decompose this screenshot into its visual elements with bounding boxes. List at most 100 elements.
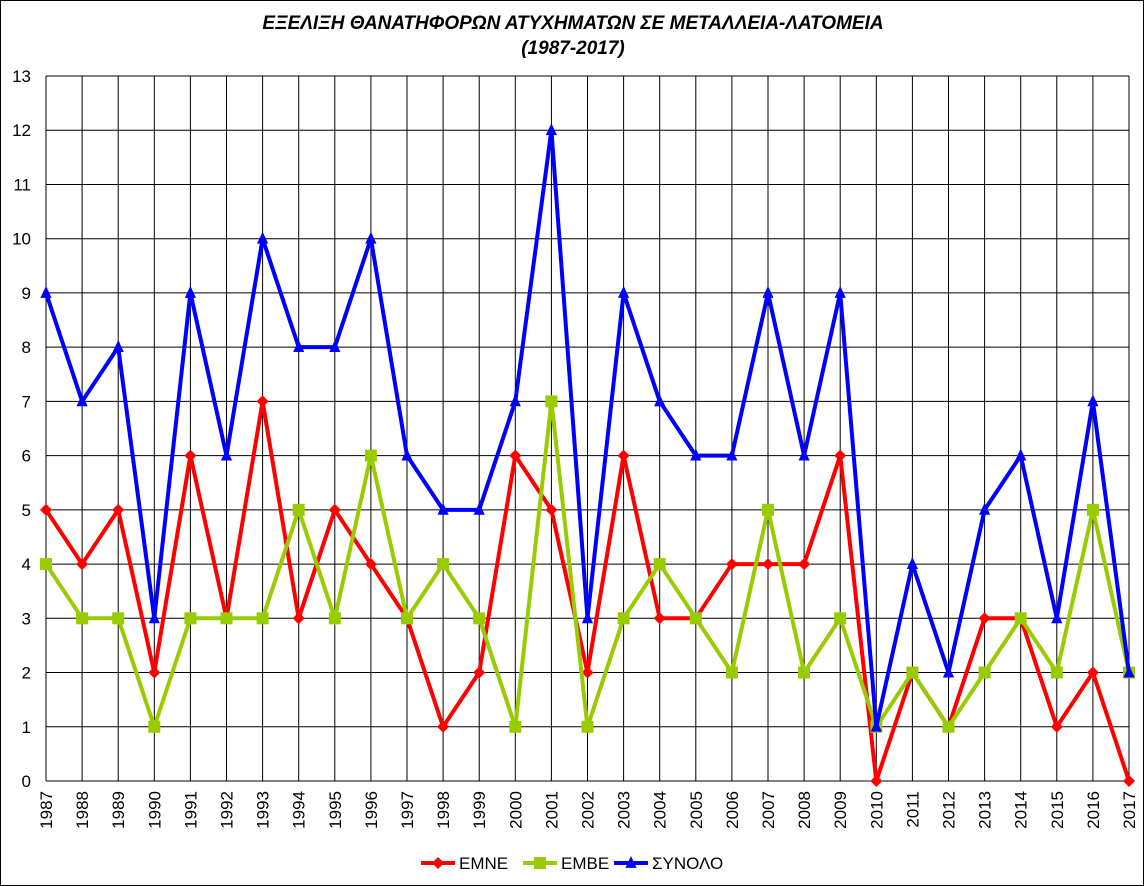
data-point-diamond — [328, 503, 341, 516]
data-point-triangle — [654, 394, 666, 407]
data-point-triangle — [690, 448, 702, 461]
x-tick-label: 1989 — [109, 791, 128, 829]
data-point-square — [1050, 666, 1063, 679]
data-point-square — [437, 558, 450, 571]
data-point-diamond — [725, 558, 738, 571]
legend-label: ΣΥΝΟΛΟ — [652, 854, 723, 873]
y-tick-label: 12 — [12, 121, 31, 140]
y-tick-label: 7 — [22, 392, 31, 411]
series-3 — [40, 123, 1135, 732]
x-tick-label: 1991 — [181, 791, 200, 829]
y-tick-label: 3 — [22, 609, 31, 628]
data-point-diamond — [798, 558, 811, 571]
x-tick-label: 2015 — [1048, 791, 1067, 829]
y-tick-label: 2 — [22, 664, 31, 683]
data-point-diamond — [581, 666, 594, 679]
x-tick-label: 2008 — [795, 791, 814, 829]
y-tick-label: 5 — [22, 501, 31, 520]
data-point-triangle — [726, 448, 738, 461]
data-point-diamond — [256, 395, 269, 408]
data-point-square — [364, 449, 377, 462]
data-point-square — [112, 612, 125, 625]
data-point-diamond — [978, 612, 991, 625]
x-tick-label: 2000 — [506, 791, 525, 829]
data-point-triangle — [220, 448, 233, 461]
x-tick-label: 1990 — [145, 791, 164, 829]
data-point-triangle — [184, 285, 196, 298]
data-point-triangle — [257, 231, 269, 244]
data-point-square — [1014, 612, 1027, 625]
x-tick-label: 1998 — [434, 791, 453, 829]
data-point-diamond — [437, 720, 450, 733]
data-point-square — [328, 612, 341, 625]
data-point-square — [617, 612, 630, 625]
data-point-square — [220, 612, 233, 625]
y-tick-label: 13 — [12, 67, 31, 86]
data-point-square — [545, 395, 558, 408]
data-point-diamond — [364, 558, 377, 571]
data-point-square — [581, 720, 594, 733]
y-tick-label: 9 — [22, 284, 31, 303]
x-tick-label: 2012 — [940, 791, 959, 829]
y-tick-label: 1 — [22, 718, 31, 737]
data-point-square — [473, 612, 486, 625]
x-tick-label: 1993 — [254, 791, 273, 829]
data-point-square — [509, 720, 522, 733]
legend: ΕΜΝΕ ΕΜΒΕ ΣΥΝΟΛΟ — [421, 854, 723, 873]
x-tick-label: 1997 — [398, 791, 417, 829]
x-tick-label: 2017 — [1120, 791, 1139, 829]
legend-label: ΕΜΒΕ — [561, 854, 609, 873]
data-point-triangle — [473, 502, 485, 515]
x-tick-label: 1995 — [326, 791, 345, 829]
y-tick-label: 6 — [22, 447, 31, 466]
x-tick-label: 2011 — [903, 791, 922, 828]
legend-item: ΕΜΒΕ — [523, 854, 609, 873]
x-tick-label: 2013 — [976, 791, 995, 829]
data-point-triangle — [509, 394, 521, 407]
x-tick-label: 1994 — [290, 791, 309, 829]
x-tick-label: 1988 — [73, 791, 92, 829]
y-tick-label: 0 — [22, 772, 31, 791]
data-point-triangle — [545, 123, 557, 136]
data-point-triangle — [76, 394, 88, 407]
x-tick-label: 2006 — [723, 791, 742, 829]
data-point-diamond — [40, 503, 52, 516]
y-tick-label: 11 — [13, 175, 31, 194]
data-point-triangle — [798, 448, 810, 461]
x-tick-label: 2016 — [1084, 791, 1103, 829]
y-tick-label: 10 — [12, 230, 31, 249]
data-point-triangle — [906, 557, 918, 569]
data-point-diamond — [509, 449, 522, 462]
data-point-diamond — [112, 503, 125, 516]
data-point-square — [653, 558, 666, 571]
grid — [45, 75, 1130, 782]
data-point-triangle — [112, 340, 124, 353]
data-point-diamond — [653, 612, 666, 625]
chart-subtitle: (1987-2017) — [521, 38, 625, 59]
x-axis: 1987 1988 1989 1990 1991 1992 1993 1994 1995 1996… — [37, 791, 1139, 829]
data-point-diamond — [184, 449, 197, 462]
data-point-square — [76, 612, 89, 625]
data-point-diamond — [834, 449, 847, 462]
data-point-triangle — [942, 665, 955, 678]
data-point-triangle — [1087, 394, 1099, 407]
data-point-square — [725, 666, 738, 679]
x-tick-label: 1999 — [470, 791, 489, 829]
data-point-triangle — [329, 340, 341, 353]
chart-title: ΕΞΕΛΙΞΗ ΘΑΝΑΤΗΦΟΡΩΝ ΑΤΥΧΗΜΑΤΩΝ ΣΕ ΜΕΤΑΛΛ… — [262, 13, 883, 34]
x-tick-label: 2001 — [542, 791, 561, 829]
data-point-square — [256, 612, 269, 625]
data-point-diamond — [762, 558, 774, 571]
legend-item: ΕΜΝΕ — [421, 854, 508, 873]
legend-item: ΣΥΝΟΛΟ — [614, 854, 723, 873]
y-tick-label: 8 — [22, 338, 31, 357]
data-point-triangle — [618, 285, 630, 298]
data-point-diamond — [1050, 720, 1063, 733]
data-point-diamond — [473, 666, 486, 679]
data-point-triangle — [1123, 665, 1135, 678]
x-tick-label: 1987 — [37, 791, 56, 829]
data-point-triangle — [979, 502, 991, 515]
